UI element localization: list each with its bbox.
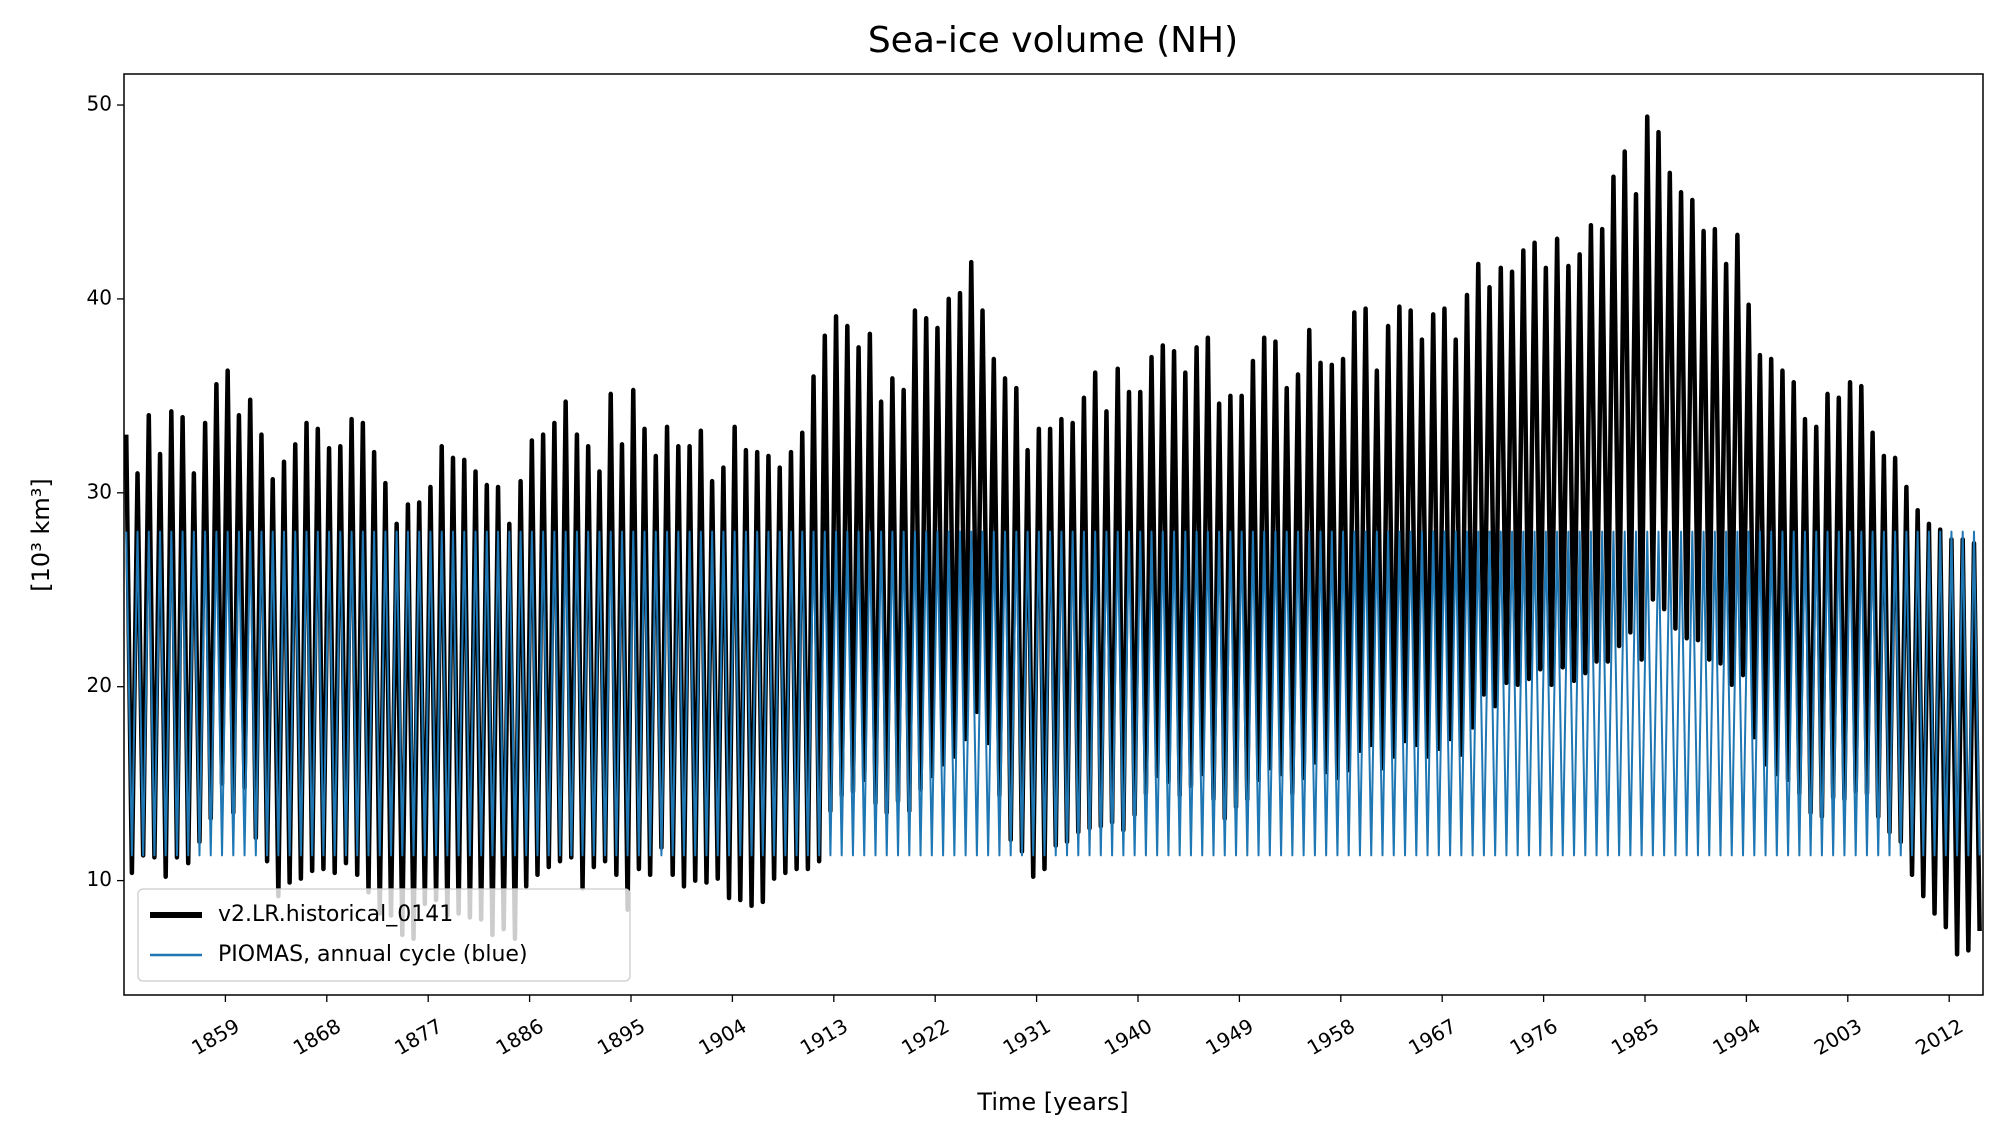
y-tick-label: 20 [87, 673, 112, 697]
y-tick-label: 10 [87, 867, 112, 891]
y-tick-label: 30 [87, 479, 112, 503]
legend-label: v2.LR.historical_0141 [218, 902, 453, 927]
data-line [125, 530, 1981, 857]
legend-box [137, 888, 631, 982]
plot-frame [123, 73, 1984, 996]
x-axis-label: Time [years] [976, 1088, 1128, 1116]
legend-label: PIOMAS, annual cycle (blue) [218, 942, 528, 967]
y-axis-label: [10³ km³] [27, 478, 55, 591]
chart-title: Sea-ice volume (NH) [868, 20, 1238, 61]
y-tick-label: 50 [87, 92, 112, 116]
y-tick-label: 40 [87, 285, 112, 309]
